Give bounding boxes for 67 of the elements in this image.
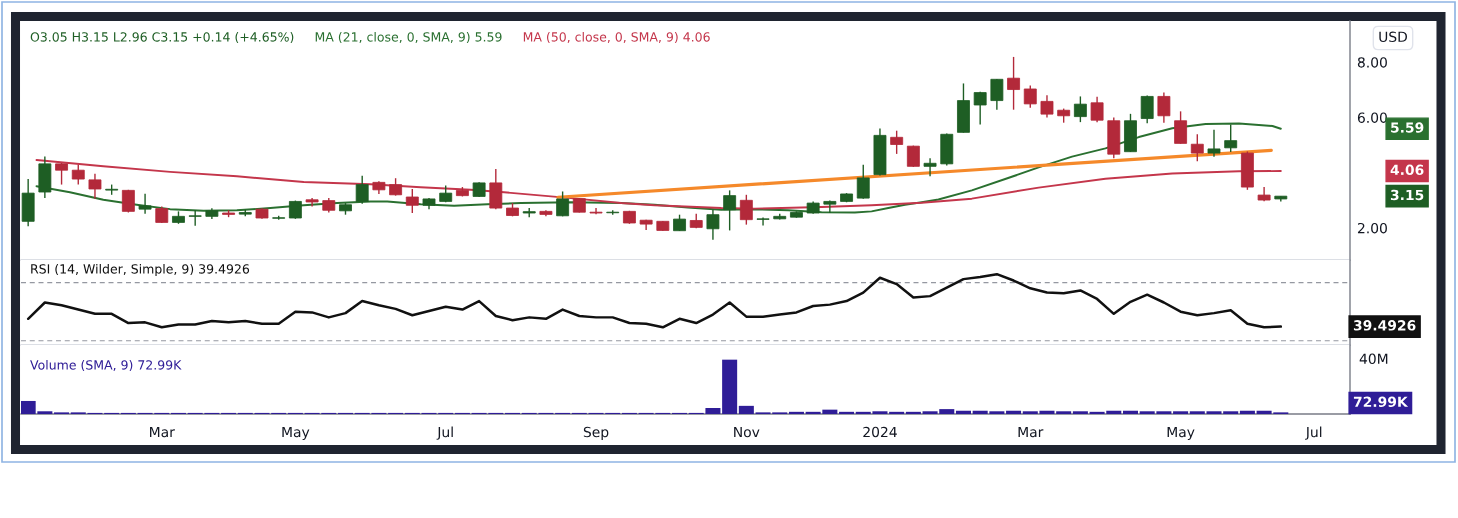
candlestick: [1157, 91, 1171, 124]
candlestick: [1073, 95, 1087, 123]
candlestick: [556, 190, 570, 218]
bar: [1239, 410, 1255, 414]
candlestick: [856, 163, 870, 200]
candlestick: [138, 192, 152, 215]
text: 39.4926: [1353, 320, 1416, 331]
bar: [839, 411, 855, 414]
candlestick: [990, 78, 1004, 111]
text: 72.99K: [1353, 396, 1409, 408]
bar: [955, 410, 971, 414]
text: MA (21, close, 0, SMA, 9) 5.59: [315, 31, 502, 44]
candlestick: [188, 209, 202, 227]
text: Volume (SMA, 9) 72.99K: [30, 359, 182, 372]
bar: [1056, 411, 1072, 414]
candlestick: [55, 162, 68, 186]
bar: [738, 405, 754, 414]
candlestick: [1007, 56, 1021, 111]
bar: [905, 411, 921, 414]
bar: [1006, 410, 1022, 414]
candlestick: [1023, 84, 1037, 109]
y-tick-label: 8.00: [1357, 57, 1387, 68]
x-tick-label: Mar: [150, 426, 175, 438]
text: O3.05 H3.15 L2.96 C3.15 +0.14 (+4.65%): [30, 31, 294, 44]
candlestick: [355, 175, 369, 205]
x-tick-label: 2024: [863, 426, 897, 438]
bar: [788, 411, 804, 414]
text: 4.06: [1390, 164, 1424, 176]
candlestick: [405, 188, 419, 214]
bar: [722, 359, 738, 414]
candlestick: [1090, 96, 1104, 123]
candlestick: [589, 207, 603, 215]
candlestick: [1207, 129, 1221, 158]
y-tick-label: 6.00: [1357, 112, 1387, 123]
x-tick-label: Jul: [436, 426, 453, 440]
text: RSI (14, Wilder, Simple, 9) 39.4926: [31, 263, 250, 277]
candlestick: [739, 194, 753, 226]
bar: [1122, 410, 1138, 414]
x-tick-label: Mar: [1018, 426, 1044, 438]
candlestick: [1174, 110, 1188, 145]
candlestick: [756, 216, 770, 227]
text: 40M: [1359, 353, 1388, 365]
x-tick-label: May: [1167, 426, 1195, 440]
bar: [1072, 411, 1088, 414]
text: MA (50, close, 0, SMA, 9) 4.06: [523, 31, 710, 44]
candlestick: [706, 209, 720, 241]
x-tick-label: Jul: [1305, 426, 1322, 440]
x-tick-label: May: [282, 426, 310, 440]
candlestick: [1190, 133, 1204, 163]
text: 3.15: [1390, 189, 1424, 201]
candlestick: [1140, 94, 1154, 124]
candlestick: [973, 91, 987, 126]
candlestick: [1040, 94, 1054, 119]
y-axis-title: USD: [1379, 31, 1408, 43]
x-tick-label: Sep: [583, 426, 609, 440]
bar: [1173, 411, 1189, 414]
x-tick-label: Nov: [734, 426, 760, 438]
y-tick-label: 2.00: [1357, 222, 1387, 234]
candlestick: [71, 163, 85, 186]
candlestick: [923, 157, 937, 177]
candlestick: [890, 129, 904, 155]
candlestick: [823, 199, 837, 214]
candlestick: [723, 189, 737, 232]
candlestick: [88, 173, 102, 200]
bar: [889, 411, 905, 414]
text: 5.59: [1391, 122, 1424, 133]
candlestick: [1224, 123, 1238, 153]
